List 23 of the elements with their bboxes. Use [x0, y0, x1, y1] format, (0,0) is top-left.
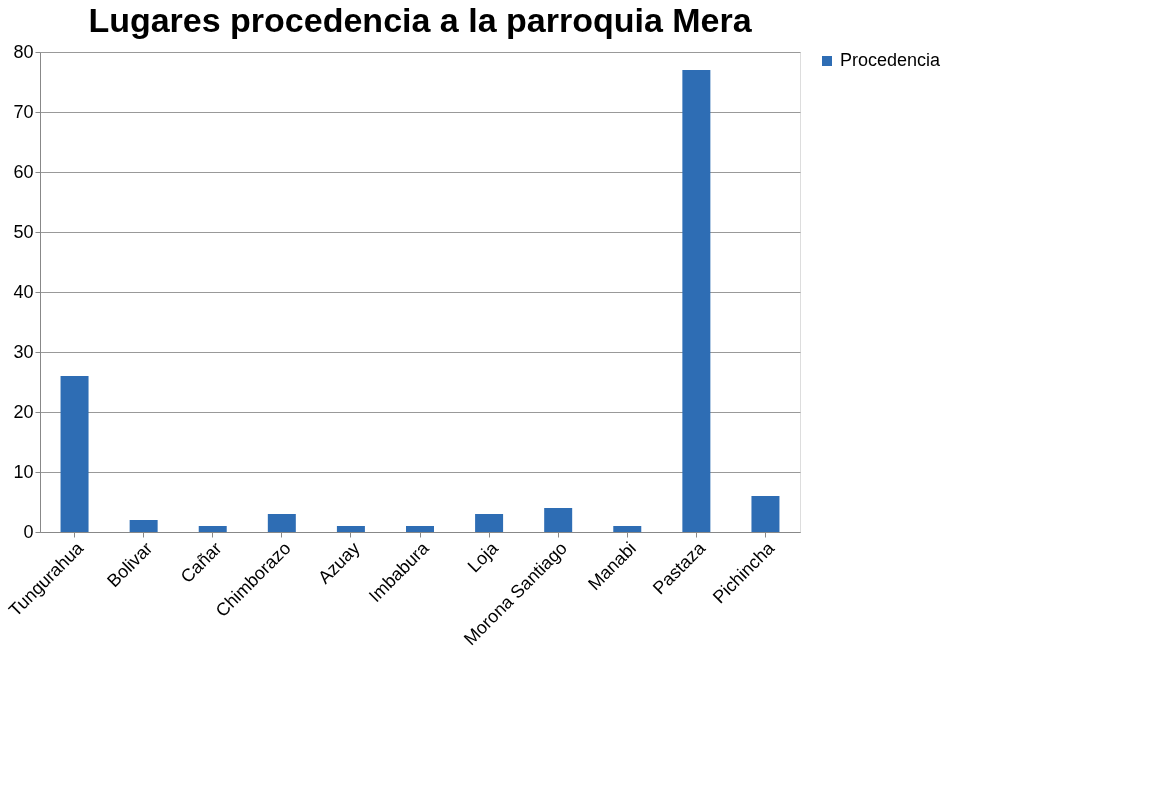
y-tick-label: 40	[13, 281, 34, 302]
bar	[406, 526, 434, 532]
bar	[267, 514, 296, 532]
bar	[129, 520, 158, 532]
bar	[198, 526, 227, 532]
y-tick-label: 60	[13, 161, 34, 182]
y-tick-label: 30	[13, 341, 34, 362]
y-tick-label: 20	[13, 401, 34, 422]
bar	[751, 496, 780, 532]
bar	[336, 526, 365, 532]
bar	[682, 70, 711, 532]
y-tick-label: 10	[13, 461, 34, 482]
y-tick-label: 70	[13, 101, 34, 122]
bar	[475, 514, 504, 532]
bar	[613, 526, 642, 532]
bar	[544, 508, 573, 532]
y-tick-label: 0	[23, 521, 34, 542]
bar	[60, 376, 89, 532]
chart-title: Lugares procedencia a la parroquia Mera	[88, 1, 753, 39]
x-tick-label: Loja	[463, 537, 503, 577]
y-tick-label: 80	[13, 41, 34, 62]
y-tick-label: 50	[13, 221, 34, 242]
legend-label: Procedencia	[840, 50, 942, 70]
